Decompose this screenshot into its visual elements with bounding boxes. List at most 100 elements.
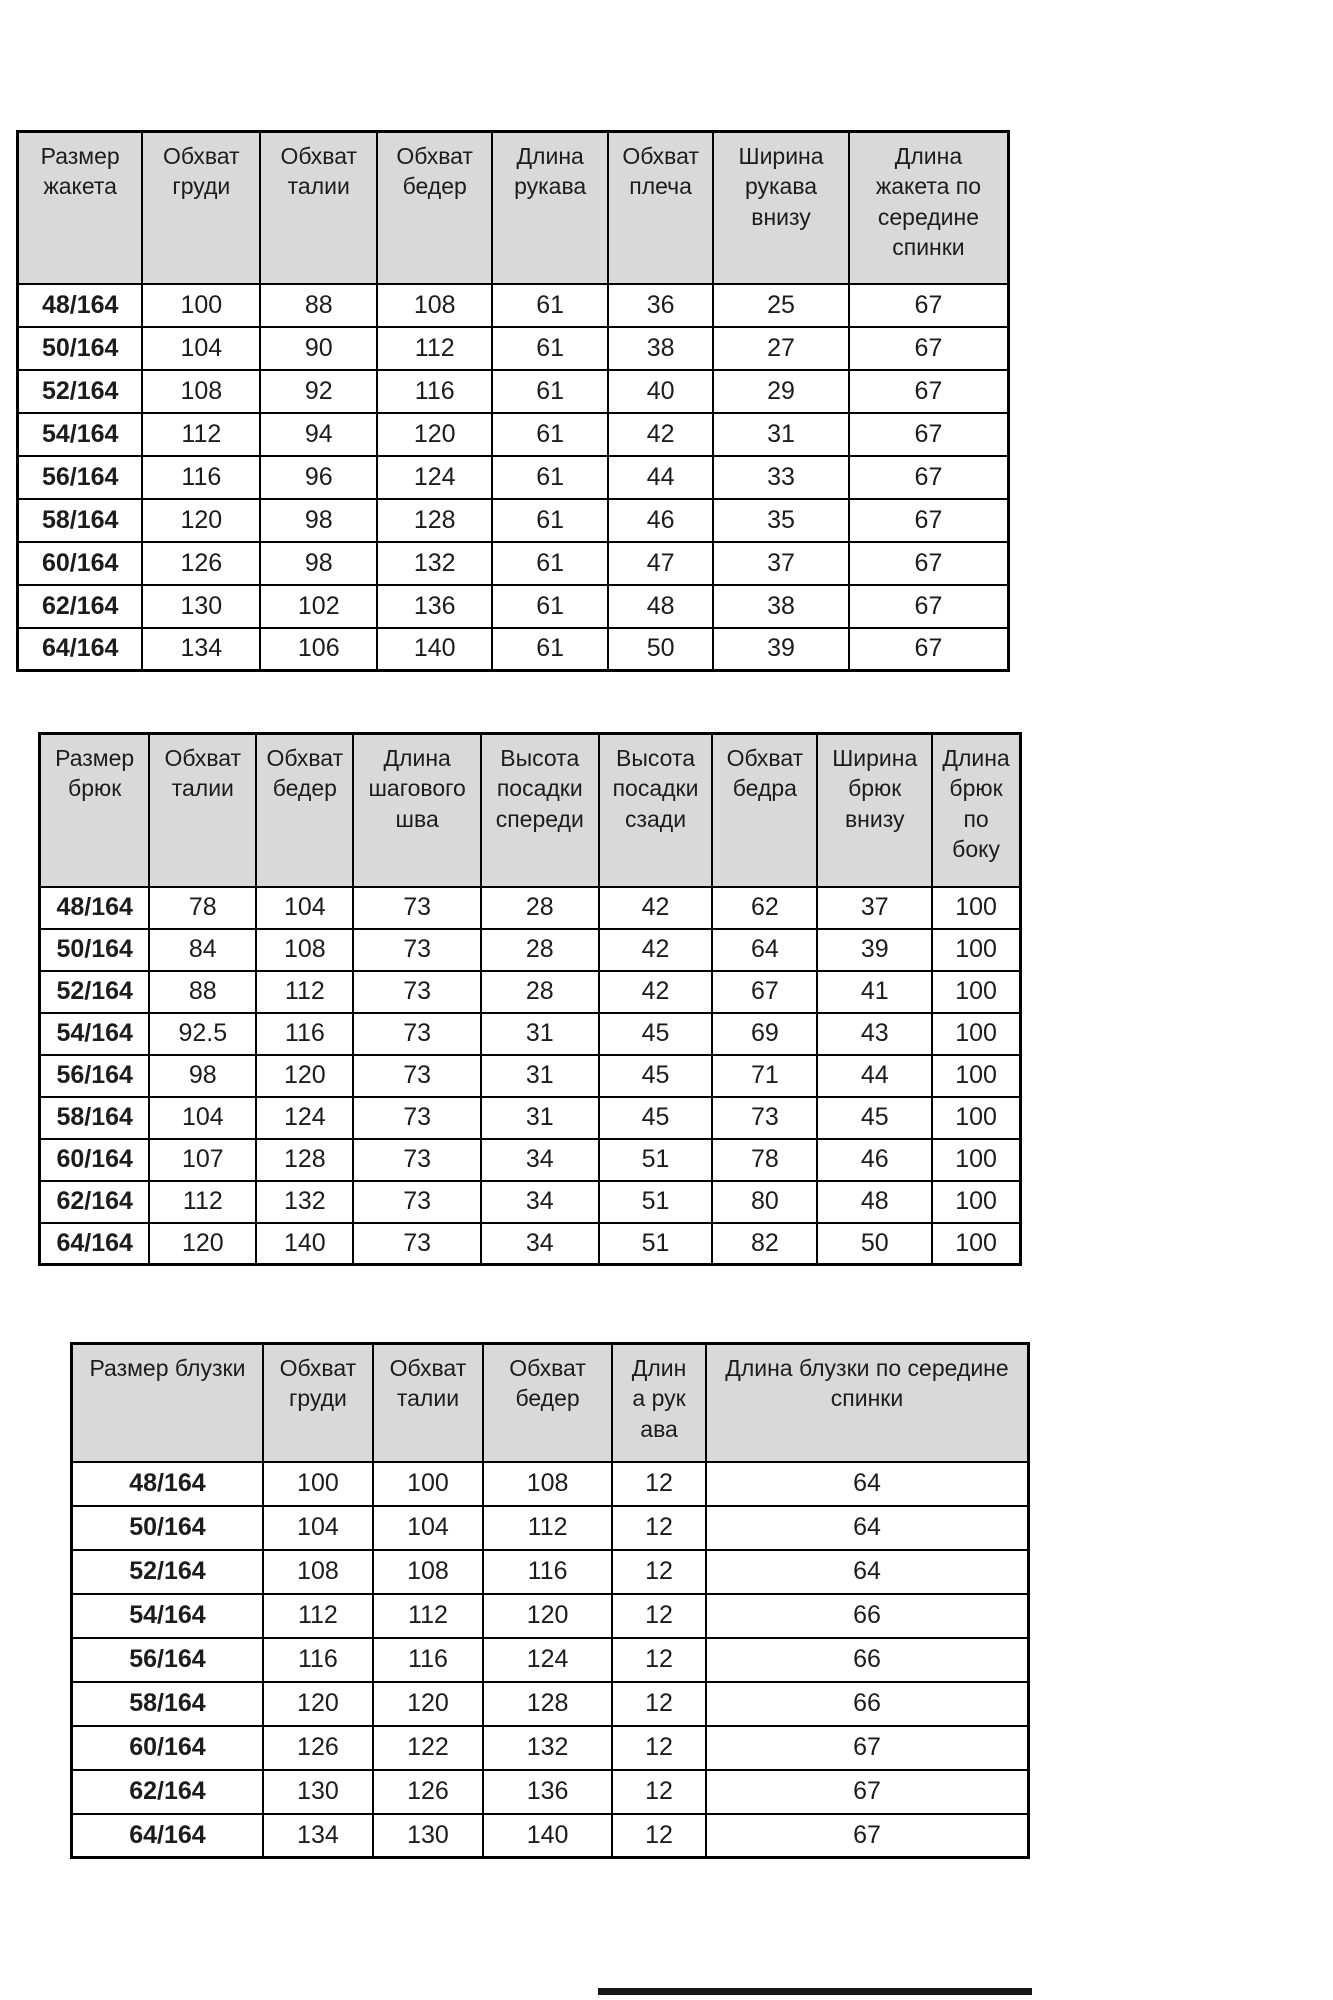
data-cell: 66 — [704, 1636, 1030, 1683]
data-cell: 116 — [481, 1548, 614, 1595]
data-cell: 120 — [376, 411, 494, 457]
data-cell: 73 — [711, 1095, 819, 1140]
data-cell: 100 — [931, 1179, 1022, 1224]
data-cell: 12 — [611, 1548, 707, 1595]
data-cell: 104 — [255, 885, 355, 930]
data-cell: 73 — [352, 1179, 482, 1224]
column-header: Обхват талии — [371, 1342, 484, 1463]
data-cell: 132 — [376, 540, 494, 586]
data-cell: 61 — [491, 626, 610, 672]
data-cell: 61 — [491, 325, 610, 371]
data-cell: 67 — [847, 325, 1010, 371]
data-cell: 140 — [376, 626, 494, 672]
data-cell: 69 — [711, 1011, 819, 1056]
data-cell: 62 — [711, 885, 819, 930]
table-row: 52/164 108 108 116 12 64 — [70, 1548, 1030, 1595]
data-cell: 112 — [481, 1504, 614, 1551]
bottom-artifact-line — [598, 1988, 1032, 1995]
data-cell: 33 — [712, 454, 850, 500]
blouse-size-table: Размер блузки Обхват груди Обхват талии Обх… — [70, 1342, 1030, 1859]
data-cell: 116 — [376, 368, 494, 414]
size-cell: 60/164 — [16, 540, 144, 586]
data-cell: 120 — [371, 1680, 484, 1727]
size-cell: 62/164 — [38, 1179, 151, 1224]
data-cell: 94 — [259, 411, 379, 457]
data-cell: 41 — [816, 969, 934, 1014]
data-cell: 128 — [376, 497, 494, 543]
data-cell: 120 — [261, 1680, 374, 1727]
size-cell: 64/164 — [16, 626, 144, 672]
data-cell: 71 — [711, 1053, 819, 1098]
data-cell: 43 — [816, 1011, 934, 1056]
data-cell: 126 — [371, 1768, 484, 1815]
data-cell: 46 — [816, 1137, 934, 1182]
size-cell: 60/164 — [70, 1724, 264, 1771]
column-header: Ширина брюк внизу — [816, 732, 934, 888]
table-row: 50/164 104 90 112 61 38 27 67 — [16, 325, 1010, 371]
data-cell: 67 — [847, 497, 1010, 543]
data-cell: 48 — [607, 583, 715, 629]
size-cell: 48/164 — [38, 885, 151, 930]
data-cell: 61 — [491, 540, 610, 586]
data-cell: 108 — [376, 282, 494, 328]
data-cell: 64 — [704, 1504, 1030, 1551]
size-cell: 48/164 — [16, 282, 144, 328]
data-cell: 100 — [931, 1221, 1022, 1266]
data-cell: 90 — [259, 325, 379, 371]
data-cell: 64 — [704, 1460, 1030, 1507]
data-cell: 28 — [479, 885, 600, 930]
data-cell: 12 — [611, 1460, 707, 1507]
column-header: Длина блузки по середине спинки — [704, 1342, 1030, 1463]
data-cell: 67 — [847, 368, 1010, 414]
size-cell: 50/164 — [38, 927, 151, 972]
data-cell: 37 — [816, 885, 934, 930]
data-cell: 116 — [261, 1636, 374, 1683]
size-cell: 54/164 — [38, 1011, 151, 1056]
data-cell: 78 — [711, 1137, 819, 1182]
table-row: 60/164 126 122 132 12 67 — [70, 1724, 1030, 1771]
table-row: 62/164 130 102 136 61 48 38 67 — [16, 583, 1010, 629]
data-cell: 107 — [148, 1137, 258, 1182]
data-cell: 112 — [141, 411, 262, 457]
table-row: 52/164 88 112 73 28 42 67 41 100 — [38, 969, 1022, 1014]
column-header: Высота посадки спереди — [479, 732, 600, 888]
data-cell: 134 — [261, 1812, 374, 1859]
data-cell: 51 — [597, 1221, 714, 1266]
data-cell: 130 — [371, 1812, 484, 1859]
column-header: Обхват бедер — [255, 732, 355, 888]
table-row: 62/164 112 132 73 34 51 80 48 100 — [38, 1179, 1022, 1224]
data-cell: 67 — [704, 1812, 1030, 1859]
data-cell: 35 — [712, 497, 850, 543]
data-cell: 73 — [352, 1221, 482, 1266]
data-cell: 128 — [481, 1680, 614, 1727]
size-cell: 50/164 — [16, 325, 144, 371]
data-cell: 29 — [712, 368, 850, 414]
table-row: 56/164 116 116 124 12 66 — [70, 1636, 1030, 1683]
column-header: Обхват талии — [259, 130, 379, 285]
data-cell: 67 — [847, 454, 1010, 500]
data-cell: 124 — [376, 454, 494, 500]
data-cell: 132 — [255, 1179, 355, 1224]
data-cell: 12 — [611, 1504, 707, 1551]
size-cell: 58/164 — [38, 1095, 151, 1140]
data-cell: 31 — [479, 1011, 600, 1056]
data-cell: 92 — [259, 368, 379, 414]
data-cell: 104 — [148, 1095, 258, 1140]
table-row: 56/164 98 120 73 31 45 71 44 100 — [38, 1053, 1022, 1098]
data-cell: 40 — [607, 368, 715, 414]
data-cell: 108 — [371, 1548, 484, 1595]
data-cell: 12 — [611, 1592, 707, 1639]
column-header: Длина рукава — [491, 130, 610, 285]
data-cell: 45 — [597, 1095, 714, 1140]
data-cell: 12 — [611, 1768, 707, 1815]
data-cell: 104 — [141, 325, 262, 371]
data-cell: 82 — [711, 1221, 819, 1266]
data-cell: 31 — [479, 1095, 600, 1140]
data-cell: 34 — [479, 1221, 600, 1266]
table-row: 48/164 78 104 73 28 42 62 37 100 — [38, 885, 1022, 930]
data-cell: 42 — [597, 927, 714, 972]
column-header: Обхват бедра — [711, 732, 819, 888]
data-cell: 112 — [255, 969, 355, 1014]
data-cell: 67 — [847, 411, 1010, 457]
data-cell: 116 — [255, 1011, 355, 1056]
